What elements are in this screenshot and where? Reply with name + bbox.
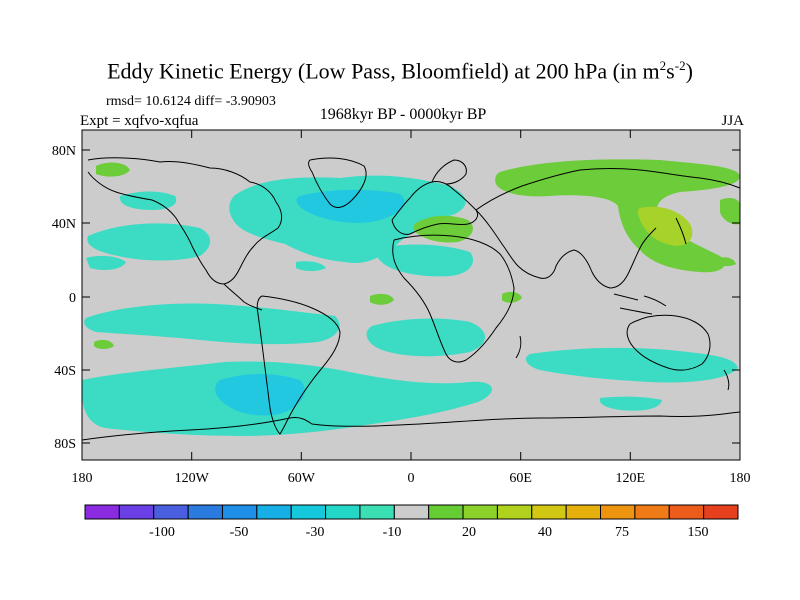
experiment-label: Expt = xqfvo-xqfua xyxy=(80,113,199,129)
colorbar-label: -30 xyxy=(306,525,325,540)
coastline-new-zealand xyxy=(723,369,730,391)
contour-india xyxy=(720,198,740,225)
lat-label-80n: 80N xyxy=(52,144,76,159)
colorbar-box xyxy=(600,504,636,520)
lon-ticks xyxy=(191,130,631,460)
lat-labels: 80N 40N 0 40S 80S xyxy=(52,144,76,452)
coastline-antarctica xyxy=(81,411,741,441)
coastline-africa xyxy=(392,234,515,363)
colorbar-box xyxy=(221,504,258,520)
coastline-scandinavia xyxy=(431,159,467,185)
colorbar-box xyxy=(462,504,498,520)
contour-africa-small xyxy=(502,291,522,303)
colorbar-box xyxy=(359,504,395,520)
colorbar-box xyxy=(703,504,739,520)
colorbar-box xyxy=(187,504,223,520)
coastline-asia xyxy=(475,168,741,289)
coastline-north-america xyxy=(87,157,283,285)
contour-southern-ocean-core xyxy=(215,374,305,416)
lat-ticks xyxy=(82,149,740,444)
contour-south-america-small xyxy=(94,339,114,349)
stats-text: rmsd= 10.6124 diff= -3.90903 xyxy=(106,94,276,109)
colorbar-box xyxy=(668,504,705,520)
colorbar-label: 40 xyxy=(538,525,552,540)
lat-label-0: 0 xyxy=(69,291,76,306)
colorbar-labels: -100 -50 -30 -10 20 40 75 150 xyxy=(149,525,708,540)
anomaly-contours xyxy=(81,159,740,436)
contour-midatlantic xyxy=(376,244,474,277)
coastline-australia xyxy=(626,314,711,371)
lon-label-120e: 120E xyxy=(616,471,646,486)
lon-label-60w: 60W xyxy=(288,471,316,486)
colorbar-box xyxy=(634,504,670,520)
contour-north-atlantic-core xyxy=(296,189,405,223)
colorbar-box xyxy=(153,504,189,520)
colorbar-label: -10 xyxy=(383,525,402,540)
colorbar-label: 150 xyxy=(688,525,709,540)
contour-canada-pacific xyxy=(296,261,326,271)
lon-label-60e: 60E xyxy=(509,471,532,486)
colorbar-box xyxy=(256,504,292,520)
colorbar-label: -100 xyxy=(149,525,175,540)
colorbar-box xyxy=(428,504,464,520)
contour-pacific-small xyxy=(718,257,736,267)
map-title: Eddy Kinetic Energy (Low Pass, Bloomfiel… xyxy=(107,58,693,84)
lon-labels: 180 120W 60W 0 60E 120E 180 xyxy=(72,471,751,486)
contour-east-asia-small xyxy=(599,396,662,411)
contour-mediterranean xyxy=(413,215,473,243)
colorbar-box xyxy=(325,504,361,520)
coastline-indonesia xyxy=(613,293,667,315)
colorbar-box xyxy=(496,504,533,520)
contour-south-atlantic xyxy=(366,318,485,357)
contour-arctic-pacific xyxy=(96,162,130,177)
lat-label-40n: 40N xyxy=(52,217,76,232)
season-label: JJA xyxy=(721,113,744,129)
lon-label-180e: 180 xyxy=(730,471,751,486)
coastline-south-america xyxy=(256,295,341,435)
lat-label-80s: 80S xyxy=(54,437,76,452)
coastline-madagascar xyxy=(515,335,522,359)
contour-east-atlantic-small xyxy=(370,293,394,305)
coastline-japan xyxy=(675,217,687,245)
colorbar-label: 75 xyxy=(615,525,629,540)
colorbar-box xyxy=(565,504,602,520)
lon-label-120w: 120W xyxy=(175,471,210,486)
contour-alaska xyxy=(86,255,126,270)
contour-south-pacific xyxy=(84,303,340,345)
colorbar-box xyxy=(531,504,567,520)
colorbar-label: 20 xyxy=(462,525,476,540)
colorbar xyxy=(84,504,739,520)
colorbar-box xyxy=(393,504,430,520)
colorbar-box xyxy=(84,504,120,520)
contour-america-band xyxy=(87,223,211,261)
colorbar-label: -50 xyxy=(230,525,249,540)
lon-label-0: 0 xyxy=(408,471,415,486)
lat-label-40s: 40S xyxy=(54,364,76,379)
coastlines xyxy=(81,157,741,441)
coastline-greenland xyxy=(308,157,367,208)
lon-label-180w: 180 xyxy=(72,471,93,486)
period-label: 1968kyr BP - 0000kyr BP xyxy=(319,106,487,123)
contour-siberia-core xyxy=(637,206,693,246)
colorbar-box xyxy=(290,504,327,520)
colorbar-box xyxy=(118,504,155,520)
contour-indian-ocean xyxy=(525,347,738,383)
